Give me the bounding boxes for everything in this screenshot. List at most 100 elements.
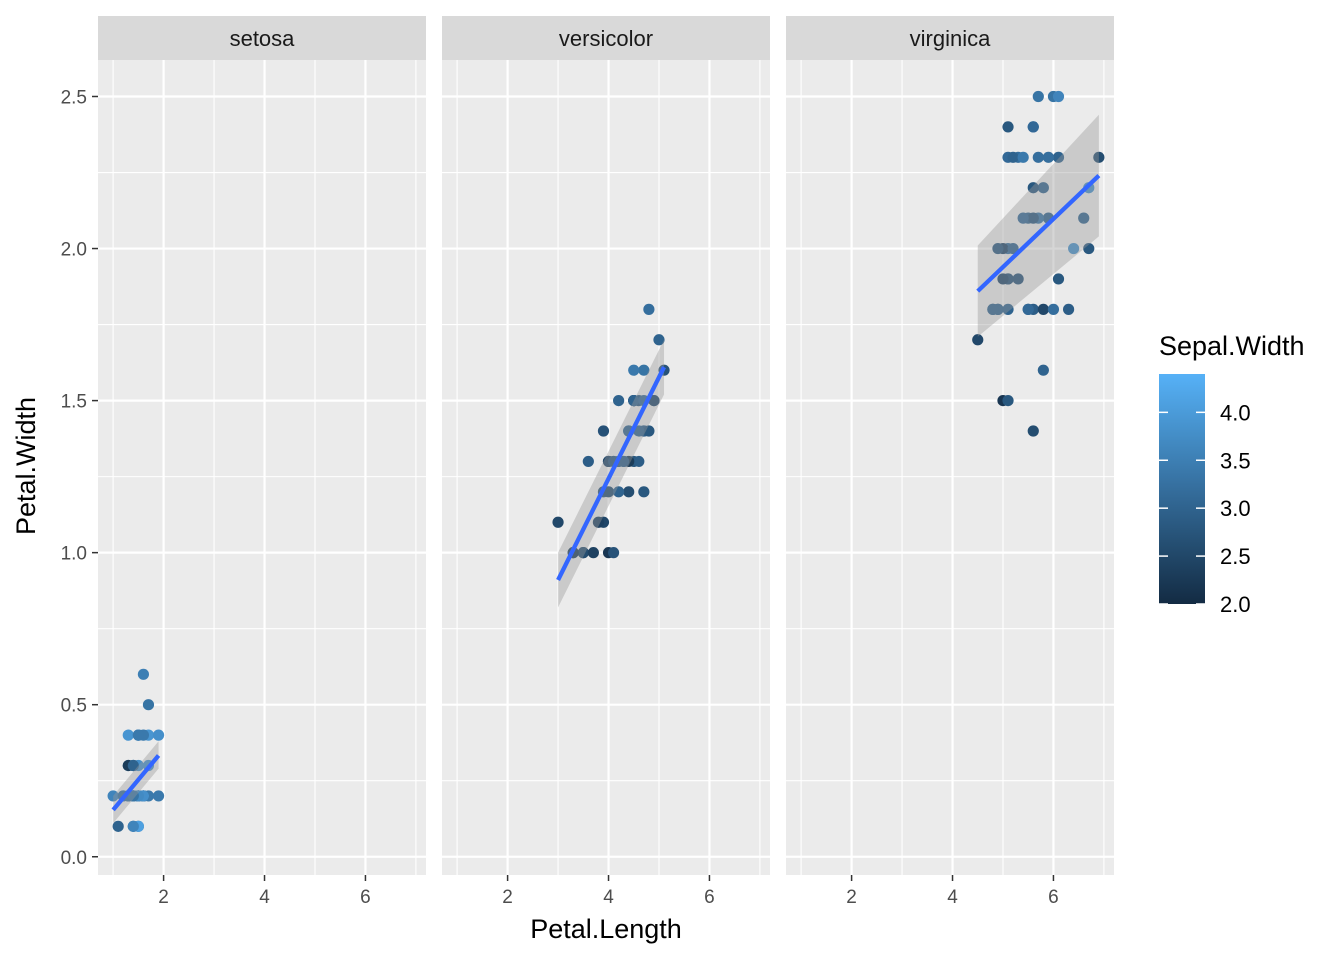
data-point: [1032, 151, 1044, 163]
data-point: [1007, 151, 1019, 163]
x-tick-label: 6: [704, 887, 715, 908]
y-tick-label: 0.5: [61, 696, 87, 717]
legend-label: 2.5: [1220, 544, 1251, 569]
facet-panel-versicolor: versicolor: [442, 16, 770, 875]
data-point: [633, 455, 645, 468]
data-point: [1052, 273, 1065, 285]
facet-strip-label: virginica: [910, 26, 991, 51]
data-point: [127, 820, 139, 832]
x-tick-label: 2: [502, 887, 513, 908]
facet-strip: [442, 16, 770, 60]
panel-background: [442, 60, 770, 875]
data-point: [577, 547, 589, 559]
data-point: [1062, 303, 1075, 315]
panel-background: [786, 60, 1114, 875]
data-point: [597, 425, 610, 437]
x-tick-label: 2: [158, 887, 169, 908]
y-axis-title: Petal.Width: [11, 397, 41, 535]
data-point: [1052, 90, 1065, 103]
data-point: [582, 455, 594, 468]
legend-colorbar: [1159, 374, 1205, 604]
data-point: [1027, 425, 1039, 437]
regression-line: [976, 174, 1101, 293]
legend-label: 3.0: [1220, 496, 1251, 521]
x-tick-label: 4: [259, 887, 270, 908]
facet-strip-label: setosa: [230, 26, 296, 51]
data-point: [107, 790, 119, 802]
data-point: [643, 303, 655, 315]
color-legend: Sepal.Width 2.0 2.5 3.0 3.5 4.0: [1159, 331, 1305, 617]
data-point: [1002, 394, 1014, 407]
x-tick-label: 4: [947, 887, 958, 908]
data-point: [122, 729, 134, 741]
data-point: [552, 516, 564, 528]
data-point: [1037, 182, 1049, 194]
data-point: [142, 699, 155, 711]
data-point: [127, 759, 139, 772]
data-point: [1093, 151, 1105, 163]
x-axis-title: Petal.Length: [530, 914, 682, 944]
data-point: [1017, 151, 1029, 163]
data-point: [1078, 212, 1090, 224]
y-tick-label: 1.0: [61, 544, 87, 565]
data-point: [1047, 303, 1060, 315]
data-point: [653, 334, 665, 346]
x-tick-label: 2: [846, 887, 857, 908]
data-point: [623, 486, 635, 498]
data-point: [972, 334, 984, 346]
y-tick-label: 0.0: [61, 848, 87, 869]
data-point: [607, 547, 620, 559]
data-point: [1017, 212, 1029, 224]
data-point: [1052, 151, 1065, 163]
data-point: [1037, 364, 1049, 376]
data-point: [638, 364, 650, 376]
x-tick-label: 4: [603, 887, 614, 908]
data-point: [1022, 303, 1034, 315]
data-point: [127, 790, 139, 802]
data-point: [1068, 242, 1080, 255]
y-tick-label: 1.5: [61, 392, 87, 413]
facet-strip: [98, 16, 426, 60]
x-tick-label: 6: [1048, 887, 1059, 908]
data-point: [1027, 121, 1039, 133]
confidence-band: [977, 114, 1099, 337]
facet-panel-virginica: virginica: [786, 16, 1114, 875]
data-point: [628, 364, 640, 376]
data-point: [643, 425, 655, 437]
data-point: [592, 516, 605, 528]
y-tick-label: 2.0: [61, 240, 87, 261]
data-point: [1032, 90, 1044, 103]
data-point: [1002, 303, 1014, 315]
regression-line: [111, 754, 161, 812]
data-point: [613, 486, 625, 498]
data-point: [628, 394, 640, 407]
legend-title: Sepal.Width: [1159, 331, 1305, 361]
y-tick-label: 2.5: [61, 87, 87, 108]
x-tick-label: 6: [360, 887, 371, 908]
data-point: [1083, 242, 1095, 255]
regression-line: [556, 366, 666, 581]
axes: 2 4 6 2 4 6 2 4 6 0.0 0.5 1.0 1.5 2.0 2.5: [61, 87, 1059, 908]
data-point: [137, 668, 150, 680]
legend-label: 3.5: [1220, 448, 1251, 473]
data-point: [132, 729, 144, 741]
data-point: [638, 486, 650, 498]
data-point: [1002, 121, 1014, 133]
legend-label: 4.0: [1220, 400, 1251, 425]
panel-background: [98, 60, 426, 875]
facet-strip: [786, 16, 1114, 60]
data-point: [152, 790, 165, 802]
data-point: [1027, 212, 1039, 224]
facet-panels: setosa versicolor virginica: [98, 16, 1114, 875]
data-point: [992, 242, 1004, 255]
facet-panel-setosa: setosa: [98, 16, 426, 875]
data-point: [112, 820, 124, 832]
facet-strip-label: versicolor: [559, 26, 653, 51]
data-point: [1007, 242, 1019, 255]
data-point: [613, 394, 625, 407]
data-point: [1012, 273, 1024, 285]
data-point: [1042, 151, 1054, 163]
data-point: [987, 303, 999, 315]
data-point: [1027, 182, 1039, 194]
